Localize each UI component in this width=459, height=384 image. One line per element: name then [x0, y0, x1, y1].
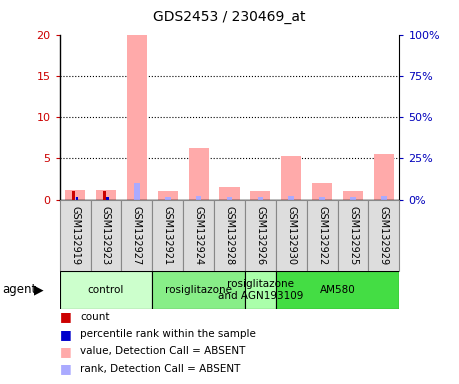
Bar [288, 195, 294, 200]
Bar [276, 271, 399, 309]
Bar [257, 197, 263, 200]
Bar [158, 192, 178, 200]
Bar [227, 197, 232, 200]
Text: GSM132919: GSM132919 [70, 206, 80, 265]
Text: agent: agent [2, 283, 37, 296]
Bar [72, 192, 75, 200]
Text: GSM132929: GSM132929 [379, 206, 389, 265]
Text: rosiglitazone
and AGN193109: rosiglitazone and AGN193109 [218, 279, 303, 301]
Bar [60, 271, 152, 309]
Bar [106, 197, 109, 200]
Bar [60, 200, 90, 271]
Bar [65, 190, 85, 200]
Bar [250, 190, 270, 200]
Text: percentile rank within the sample: percentile rank within the sample [80, 329, 256, 339]
Bar [134, 183, 140, 200]
Text: rosiglitazone: rosiglitazone [165, 285, 232, 295]
Text: ■: ■ [60, 345, 72, 358]
Bar [281, 156, 301, 200]
Text: GSM132925: GSM132925 [348, 205, 358, 265]
Bar [165, 197, 171, 200]
Text: ■: ■ [60, 362, 72, 375]
Bar [337, 200, 369, 271]
Text: AM580: AM580 [320, 285, 355, 295]
Bar [381, 195, 386, 200]
Bar [127, 35, 147, 200]
Bar [276, 200, 307, 271]
Bar [122, 200, 152, 271]
Text: count: count [80, 312, 110, 322]
Bar [219, 187, 240, 200]
Bar [374, 154, 394, 200]
Bar [350, 197, 356, 200]
Text: control: control [88, 285, 124, 295]
Text: GSM132930: GSM132930 [286, 206, 296, 265]
Bar [245, 271, 276, 309]
Text: GSM132921: GSM132921 [163, 206, 173, 265]
Bar [90, 200, 122, 271]
Bar [103, 192, 106, 200]
Bar [245, 200, 276, 271]
Text: GSM132927: GSM132927 [132, 205, 142, 265]
Text: GSM132922: GSM132922 [317, 205, 327, 265]
Bar [183, 200, 214, 271]
Text: ▶: ▶ [34, 283, 44, 296]
Bar [96, 190, 116, 200]
Text: GSM132924: GSM132924 [194, 206, 204, 265]
Bar [103, 197, 109, 200]
Bar [189, 149, 209, 200]
Text: GDS2453 / 230469_at: GDS2453 / 230469_at [153, 10, 306, 23]
Bar [152, 200, 183, 271]
Bar [312, 183, 332, 200]
Bar [319, 197, 325, 200]
Text: GSM132926: GSM132926 [255, 206, 265, 265]
Text: GSM132928: GSM132928 [224, 206, 235, 265]
Bar [76, 197, 78, 200]
Bar [152, 271, 245, 309]
Bar [307, 200, 337, 271]
Text: ■: ■ [60, 310, 72, 323]
Text: value, Detection Call = ABSENT: value, Detection Call = ABSENT [80, 346, 246, 356]
Bar [214, 200, 245, 271]
Text: ■: ■ [60, 328, 72, 341]
Bar [73, 197, 78, 200]
Bar [369, 200, 399, 271]
Bar [196, 195, 202, 200]
Text: rank, Detection Call = ABSENT: rank, Detection Call = ABSENT [80, 364, 241, 374]
Bar [343, 190, 363, 200]
Text: GSM132923: GSM132923 [101, 206, 111, 265]
